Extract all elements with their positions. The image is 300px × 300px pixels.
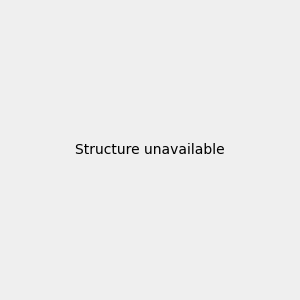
Text: Structure unavailable: Structure unavailable bbox=[75, 143, 225, 157]
